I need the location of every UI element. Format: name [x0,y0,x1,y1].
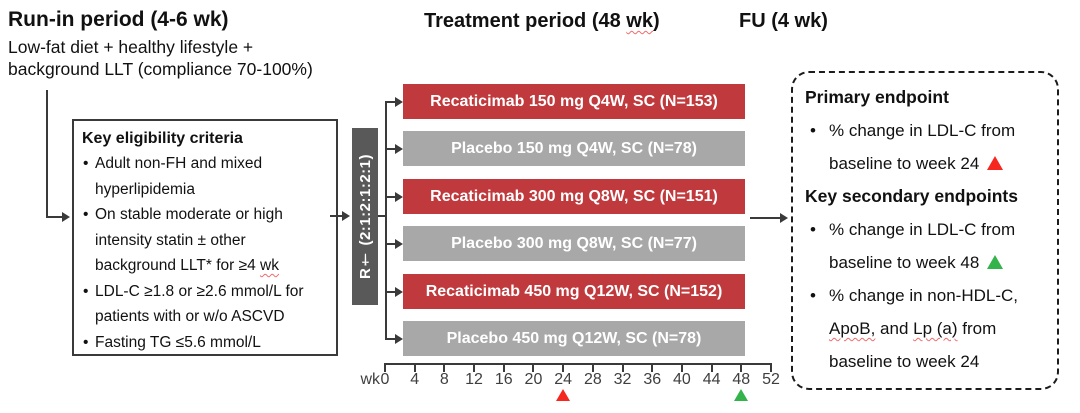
secondary-endpoints-title: Key secondary endpoints [805,186,1018,206]
branch-arrowhead-icon [395,191,403,202]
treatment-arm-bar: Recaticimab 300 mg Q8W, SC (N=151) [403,179,745,214]
axis-tick-label: 0 [380,371,390,388]
run-in-connector-vline [46,90,48,218]
eligibility-criterion: Fasting TG ≤5.6 mmol/L [82,330,328,356]
axis-tick [443,363,446,372]
axis-tick-label: 4 [410,371,420,388]
axis-tick [562,363,565,372]
branch-line [385,147,397,150]
axis-tick [651,363,654,372]
text-segment: Lp (a) [913,319,958,338]
eligibility-criteria-list: Adult non-FH and mixed hyperlipidemia On … [82,151,328,355]
primary-endpoint-title: Primary endpoint [805,87,949,107]
text-segment: LDL-C ≥1.8 or ≥2.6 mmol/L for patients w… [95,282,304,326]
secondary-endpoints-list: % change in LDL-C from baseline to week … [805,213,1047,378]
axis-tick-label: 48 [732,371,751,388]
branch-line [385,337,397,340]
arrow-into-endpoints-icon [780,213,788,223]
red-triangle-marker-icon [556,389,571,401]
axis-tick [770,363,772,372]
axis-tick [532,363,535,372]
follow-up-title: FU (4 wk) [739,10,828,32]
eligibility-criterion: Adult non-FH and mixed hyperlipidemia [82,151,328,202]
axis-tick-label: 12 [465,371,483,388]
timeline-unit-label: wk [360,371,380,388]
branch-arrowhead-icon [395,333,403,344]
text-segment: % change in non-HDL-C, [829,286,1018,305]
axis-tick [591,363,594,372]
text-segment: from baseline to week 24 [829,319,997,371]
primary-endpoint-list: % change in LDL-C from baseline to week … [805,114,1047,180]
green-triangle-icon [987,255,1003,269]
axis-tick-label: 28 [583,371,602,388]
axis-tick-label: 24 [554,371,573,388]
text-segment: and [875,319,914,338]
red-triangle-icon [987,156,1003,170]
text-segment: wk [626,10,653,32]
branch-line [385,195,397,198]
eligibility-to-randomization-line [330,215,344,217]
run-in-period-description: Low-fat diet + healthy lifestyle + backg… [8,37,313,79]
axis-tick-label: 44 [702,371,721,388]
text-segment: ) [652,10,660,32]
eligibility-criteria-title: Key eligibility criteria [82,130,243,147]
eligibility-criterion: LDL-C ≥1.8 or ≥2.6 mmol/L for patients w… [82,279,328,330]
branch-line [385,242,397,245]
text-segment: Fasting TG ≤5.6 mmol/L [95,333,261,351]
axis-tick [740,363,743,372]
run-in-connector-hline [46,216,64,218]
arrow-into-randomization-icon [342,211,350,221]
branch-arrowhead-icon [395,238,403,249]
arrow-into-eligibility-icon [62,212,70,222]
arms-to-endpoints-line [750,217,782,219]
eligibility-criterion: On stable moderate or high intensity sta… [82,202,328,279]
axis-tick-label: 40 [673,371,691,388]
axis-tick-label: 36 [643,371,662,388]
axis-tick [621,363,624,372]
axis-tick-label: 8 [439,371,449,388]
randomization-bar: R† (2:1:2:1:2:1) [352,128,378,305]
axis-tick-label: 32 [613,371,632,388]
text-segment: ApoB, [829,319,876,338]
branch-arrowhead-icon [395,286,403,297]
endpoints-box: Primary endpoint % change in LDL-C from … [791,71,1059,390]
axis-tick-label: 20 [524,371,543,388]
endpoint-item: % change in LDL-C from baseline to week … [805,213,1047,279]
eligibility-criteria-box: Key eligibility criteria Adult non-FH an… [72,119,338,356]
placebo-arm-bar: Placebo 450 mg Q12W, SC (N=78) [403,321,745,356]
timeline-axis [385,363,772,365]
branch-arrowhead-icon [395,96,403,107]
text-segment: Treatment period (48 [424,10,627,32]
axis-tick [680,363,683,372]
text-segment: On stable moderate or high intensity sta… [95,206,283,274]
randomization-label: R† (2:1:2:1:2:1) [356,153,374,280]
axis-tick-label: 16 [494,371,513,388]
randomization-feeder-line [378,215,386,217]
green-triangle-marker-icon [734,389,749,401]
branch-trunk-line [385,101,387,339]
axis-tick [384,363,386,372]
text-segment: % change in LDL-C from baseline to week … [829,220,1016,272]
run-in-period-title: Run-in period (4-6 wk) [8,8,229,31]
placebo-arm-bar: Placebo 300 mg Q8W, SC (N=77) [403,226,745,261]
treatment-period-title: Treatment period (48 wk) [424,10,660,33]
endpoint-item: % change in LDL-C from baseline to week … [805,114,1047,180]
branch-line [385,100,397,103]
axis-tick-label: 52 [762,371,780,388]
text-segment: wk [260,257,279,274]
endpoint-item: % change in non-HDL-C, ApoB, and Lp (a) … [805,279,1047,378]
axis-tick [710,363,713,372]
branch-line [385,290,397,293]
axis-tick [413,363,416,372]
axis-tick [502,363,505,372]
text-segment: Adult non-FH and mixed hyperlipidemia [95,155,263,198]
placebo-arm-bar: Placebo 150 mg Q4W, SC (N=78) [403,131,745,166]
treatment-arm-bar: Recaticimab 150 mg Q4W, SC (N=153) [403,84,745,119]
axis-tick [473,363,476,372]
text-segment: % change in LDL-C from baseline to week … [829,121,1016,173]
branch-arrowhead-icon [395,143,403,154]
treatment-arm-bar: Recaticimab 450 mg Q12W, SC (N=152) [403,274,745,309]
